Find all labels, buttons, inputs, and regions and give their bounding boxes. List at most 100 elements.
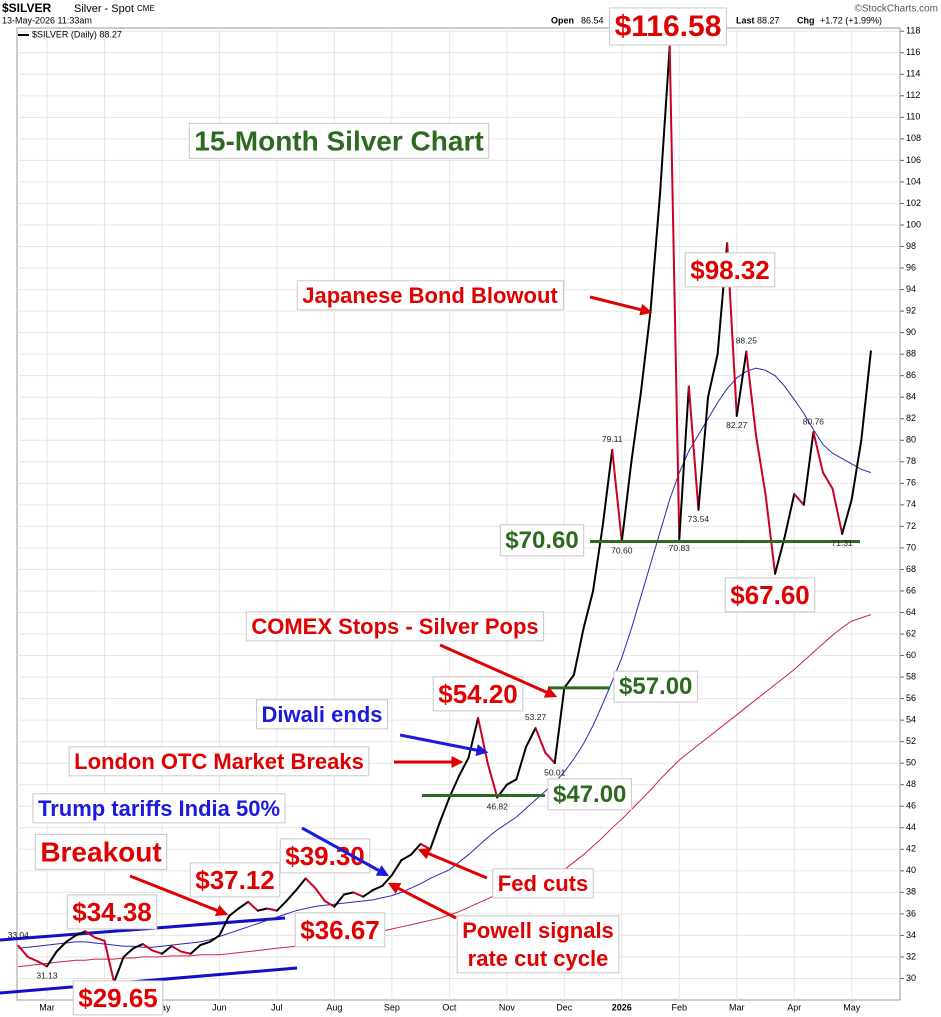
x-tick-label: Oct [442,1002,457,1012]
price-segment [534,726,547,754]
price-segment [745,350,757,436]
y-tick-label: 78 [906,456,916,466]
annotation-text: Trump tariffs India 50% [38,796,280,821]
price-segment [36,960,48,968]
annotation-text: Powell signals [462,918,614,943]
price-segment [256,907,269,912]
price-segment [151,949,163,955]
price-segment [17,944,29,958]
price-callout: $54.20 [438,679,518,709]
price-segment [103,939,116,984]
y-tick-label: 106 [906,155,921,165]
level-label-box [547,778,632,811]
y-tick-label: 92 [906,305,916,315]
y-tick-label: 96 [906,262,916,272]
price-segment [189,944,202,955]
x-tick-label: Jul [271,1002,283,1012]
price-segment [515,746,527,781]
marks [17,45,872,984]
price-segment [26,955,39,963]
chart-title-box [188,122,490,159]
y-tick-label: 34 [906,930,916,940]
price-segment [620,460,633,543]
value-label: 46.82 [487,802,509,812]
price-segment [352,891,365,898]
value-label: 70.83 [669,543,691,553]
y-tick-label: 94 [906,284,916,294]
price-segment [180,950,192,955]
annotation-box [245,611,545,642]
price-callout-box [724,577,816,613]
price-callout: $67.60 [730,580,810,610]
price-segment [486,762,499,799]
price-segment [678,385,690,540]
price-callout: $34.38 [72,897,152,927]
level-label: $70.60 [505,527,578,554]
annotation-text: Diwali ends [261,702,382,727]
price-callout-box [72,980,164,1016]
price-segment [333,893,345,908]
y-tick-label: 82 [906,413,916,423]
price-segment [122,947,135,958]
chg-label: Chg [797,15,815,25]
price-segment [113,955,125,984]
price-segment [199,940,211,947]
price-callout-box [66,894,158,930]
x-tick-label: Aug [326,1002,342,1012]
price-segment [285,889,298,902]
value-label: 50.01 [544,767,566,777]
price-segment [400,853,413,862]
level-label: $57.00 [619,673,692,700]
annotation-arrow [589,295,653,316]
price-segment [295,877,307,892]
price-segment [687,385,700,511]
annotation-text: rate cut cycle [468,946,609,971]
y-tick-label: 58 [906,671,916,681]
value-label: 53.27 [525,712,547,722]
y-tick-label: 48 [906,779,916,789]
y-tick-label: 70 [906,542,916,552]
y-tick-label: 30 [906,973,916,983]
annotation-box [456,915,620,974]
y-tick-label: 38 [906,887,916,897]
y-tick-label: 116 [906,47,920,57]
y-tick-label: 46 [906,801,916,811]
x-tick-label: Sep [384,1002,400,1012]
y-tick-label: 76 [906,478,916,488]
y-tick-label: 118 [906,26,920,36]
price-segment [601,448,614,528]
price-callout-box [684,252,776,288]
price-segment [208,934,221,943]
y-tick-label: 84 [906,392,916,402]
price-segment [381,874,393,887]
price-segment [802,431,815,506]
price-segment [793,493,805,506]
price-callout: $116.58 [615,10,722,43]
annotation-arrow [129,874,229,917]
x-tick-label: Mar [39,1002,55,1012]
price-segment [572,627,585,676]
price-segment [342,891,355,896]
price-segment [228,907,240,918]
y-tick-label: 36 [906,908,916,918]
price-segment [275,899,288,912]
value-label: 71.31 [831,538,853,548]
y-tick-label: 90 [906,327,916,337]
y-tick-label: 64 [906,607,916,617]
x-tick-label: Dec [556,1002,573,1012]
x-tick-label: May [843,1002,861,1012]
price-segment [668,45,681,540]
price-callout-box [294,912,386,948]
y-tick-label: 66 [906,585,916,595]
price-segment [247,900,259,912]
x-tick-label: Feb [672,1002,688,1012]
price-segment [93,936,106,942]
price-segment [697,396,710,511]
y-tick-label: 44 [906,822,916,832]
y-tick-label: 74 [906,499,916,509]
price-segment [860,350,872,442]
x-tick-label: Nov [499,1002,516,1012]
price-segment [831,487,844,535]
price-segment [218,915,231,937]
